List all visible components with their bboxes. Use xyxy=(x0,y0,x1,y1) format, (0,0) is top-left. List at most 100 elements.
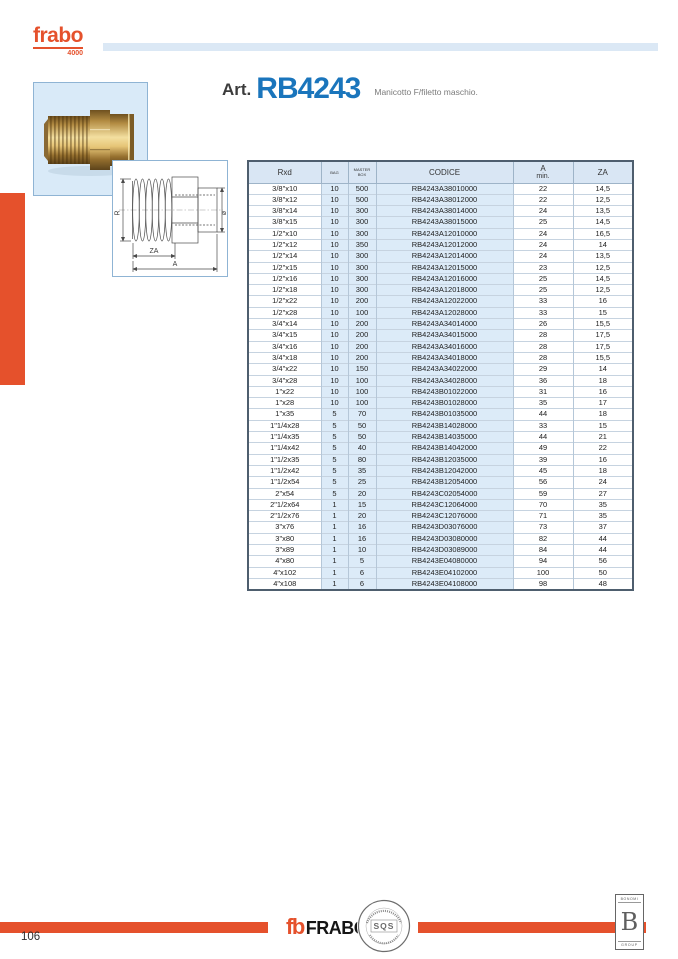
table-cell: 44 xyxy=(572,532,633,545)
table-cell: 3"x80 xyxy=(248,532,321,545)
table-cell: 200 xyxy=(347,329,376,342)
table-cell: RB4243A38010000 xyxy=(375,182,513,195)
table-cell: 20 xyxy=(347,510,376,522)
table-cell: 50 xyxy=(347,431,376,443)
table-cell: 70 xyxy=(512,498,573,511)
frabo-footer-logo: fb FRABO xyxy=(282,914,372,940)
table-cell: 24 xyxy=(512,250,573,263)
table-cell: RB4243D03089000 xyxy=(375,543,513,556)
table-cell: 49 xyxy=(512,442,573,455)
table-row: 3/4"x22 10 150 RB4243A34022000 29 14 xyxy=(248,363,633,376)
table-cell: 10 xyxy=(320,250,348,263)
table-cell: RB4243C02054000 xyxy=(375,487,513,500)
table-cell: 84 xyxy=(512,543,573,556)
table-cell: 50 xyxy=(347,419,376,432)
table-cell: RB4243C12076000 xyxy=(375,510,513,522)
table-cell: 73 xyxy=(512,521,573,534)
table-cell: 1"x35 xyxy=(248,408,321,421)
table-cell: 35 xyxy=(572,510,633,522)
table-cell: 4"x102 xyxy=(248,566,321,579)
table-cell: 17 xyxy=(572,397,633,409)
table-cell: RB4243B14035000 xyxy=(375,431,513,443)
table-cell: 18 xyxy=(572,374,633,387)
table-cell: 350 xyxy=(347,238,376,251)
product-photo xyxy=(33,82,148,196)
table-cell: 40 xyxy=(347,442,376,455)
table-cell: 3/4"x16 xyxy=(248,340,321,353)
table-cell: RB4243A34015000 xyxy=(375,329,513,342)
table-cell: 44 xyxy=(512,408,573,421)
table-cell: 5 xyxy=(347,555,376,568)
table-cell: 23 xyxy=(512,261,573,274)
table-cell: RB4243A34028000 xyxy=(375,374,513,387)
table-row: 3/4"x28 10 100 RB4243A34028000 36 18 xyxy=(248,374,633,387)
header-band xyxy=(103,43,658,51)
table-cell: 22 xyxy=(512,182,573,195)
table-cell: 80 xyxy=(347,453,376,466)
table-cell: 1/2"x12 xyxy=(248,238,321,251)
table-cell: 10 xyxy=(320,193,348,206)
table-cell: RB4243A12022000 xyxy=(375,295,513,308)
table-cell: 17,5 xyxy=(572,329,633,342)
table-cell: 37 xyxy=(572,521,633,534)
table-cell: RB4243B12042000 xyxy=(375,464,513,477)
table-cell: 3/8"x12 xyxy=(248,193,321,206)
table-cell: 12,5 xyxy=(572,261,633,274)
group-logo-bottom-text: GROUP xyxy=(618,941,641,949)
table-cell: 16 xyxy=(572,295,633,308)
table-cell: 13,5 xyxy=(572,250,633,263)
table-cell: 300 xyxy=(347,272,376,285)
table-cell: 500 xyxy=(347,193,376,206)
table-cell: RB4243C12064000 xyxy=(375,498,513,511)
table-row: 3"x80 1 16 RB4243D03080000 82 44 xyxy=(248,532,633,545)
table-row: 1"1/2x42 5 35 RB4243B12042000 45 18 xyxy=(248,464,633,477)
footer-bar-right xyxy=(418,922,646,933)
table-row: 1"x35 5 70 RB4243B01035000 44 18 xyxy=(248,408,633,421)
table-cell: 13,5 xyxy=(572,205,633,217)
table-cell: 10 xyxy=(320,261,348,274)
group-logo-letter: B xyxy=(620,908,639,936)
brand-logo-text: frabo xyxy=(33,24,84,49)
table-cell: 10 xyxy=(320,227,348,240)
table-cell: RB4243D03076000 xyxy=(375,521,513,534)
table-row: 3/4"x14 10 200 RB4243A34014000 26 15,5 xyxy=(248,318,633,330)
table-cell: 1/2"x16 xyxy=(248,272,321,285)
table-cell: 10 xyxy=(320,385,348,398)
table-cell: 25 xyxy=(512,272,573,285)
dim-label-a: A xyxy=(173,261,178,268)
table-cell: 300 xyxy=(347,250,376,263)
table-row: 1"1/4x28 5 50 RB4243B14028000 33 15 xyxy=(248,419,633,432)
table-cell: RB4243A12014000 xyxy=(375,250,513,263)
dim-label-diameter: ø xyxy=(221,210,227,215)
table-cell: 29 xyxy=(512,363,573,376)
table-cell: 26 xyxy=(512,318,573,330)
table-cell: RB4243A12028000 xyxy=(375,306,513,319)
table-cell: 59 xyxy=(512,487,573,500)
table-cell: 1/2"x18 xyxy=(248,284,321,296)
column-header: Rxd xyxy=(248,160,322,184)
table-cell: 10 xyxy=(320,329,348,342)
table-cell: RB4243A38015000 xyxy=(375,216,513,229)
table-cell: 5 xyxy=(320,419,348,432)
table-cell: 200 xyxy=(347,295,376,308)
table-cell: 31 xyxy=(512,385,573,398)
table-cell: 5 xyxy=(320,453,348,466)
accent-sidebar xyxy=(0,193,25,385)
table-cell: 14 xyxy=(572,363,633,376)
table-cell: 2"1/2x76 xyxy=(248,510,321,522)
group-logo-top-text: BONOMI xyxy=(618,895,641,903)
table-cell: 1"1/2x54 xyxy=(248,476,321,489)
table-cell: 45 xyxy=(512,464,573,477)
table-cell: RB4243E04102000 xyxy=(375,566,513,579)
table-cell: 10 xyxy=(320,295,348,308)
table-cell: 300 xyxy=(347,216,376,229)
table-row: 1"1/2x35 5 80 RB4243B12035000 39 16 xyxy=(248,453,633,466)
table-cell: 3/4"x14 xyxy=(248,318,321,330)
table-cell: RB4243A12018000 xyxy=(375,284,513,296)
table-cell: 300 xyxy=(347,205,376,217)
article-code: RB4243 xyxy=(256,72,361,105)
table-row: 1/2"x10 10 300 RB4243A12010000 24 16,5 xyxy=(248,227,633,240)
table-cell: 6 xyxy=(347,577,376,591)
